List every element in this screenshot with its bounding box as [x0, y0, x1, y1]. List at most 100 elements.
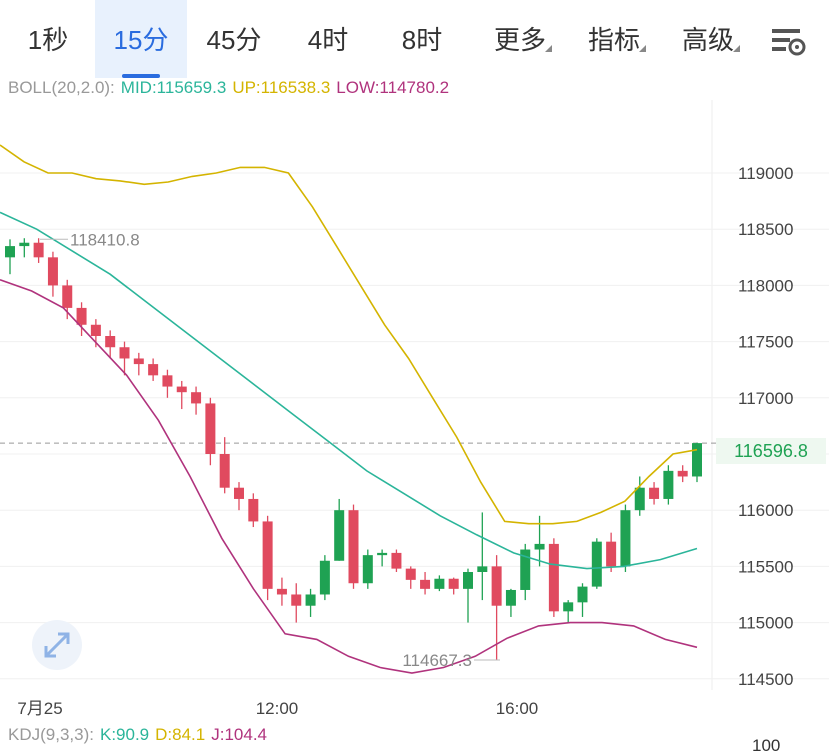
candle-body	[591, 541, 602, 587]
candle-body	[33, 242, 44, 258]
current-price-tag: 116596.8	[716, 438, 826, 464]
boll-name: BOLL(20,2.0):	[8, 78, 115, 97]
candle-body	[19, 242, 30, 247]
dropdown-caret-icon	[545, 45, 552, 52]
expand-chart-button[interactable]	[32, 620, 82, 670]
y-tick-label: 114500	[738, 670, 793, 689]
y-tick-label: 115500	[738, 557, 793, 576]
candlestick-chart[interactable]: 1145001150001155001160001165001170001175…	[0, 100, 829, 725]
candle-body	[276, 588, 287, 595]
boll-legend: BOLL(20,2.0): MID:115659.3 UP:116538.3 LOW:…	[8, 78, 455, 98]
candle-body	[162, 375, 173, 387]
tab-label: 4时	[307, 25, 349, 55]
kdj-d: D:84.1	[155, 725, 206, 744]
expand-arrows-icon	[44, 632, 70, 658]
candle-body	[133, 358, 144, 365]
tab-indicators[interactable]: 指标	[584, 0, 646, 78]
boll-low: LOW:114780.2	[336, 78, 450, 97]
kdj-j: J:104.4	[211, 725, 267, 744]
candle-body	[520, 549, 531, 590]
candle-body	[505, 589, 516, 606]
tab-15m[interactable]: 15分	[95, 0, 187, 78]
chart-settings-button[interactable]	[766, 20, 810, 60]
candle-body	[548, 543, 559, 612]
boll-low-line	[0, 279, 698, 674]
candle-body	[677, 470, 688, 477]
candle-body	[334, 510, 345, 561]
candle-body	[105, 336, 116, 348]
candle-body	[248, 498, 259, 522]
candle-body	[262, 521, 273, 589]
candle-body	[291, 594, 302, 606]
candle-body	[692, 443, 702, 477]
candle-body	[634, 487, 645, 511]
candle-body	[62, 285, 73, 308]
candle-body	[434, 578, 445, 589]
boll-up-line	[0, 144, 698, 525]
candle-body	[391, 552, 402, 569]
y-tick-label: 118500	[738, 220, 793, 239]
candle-body	[219, 454, 230, 488]
x-tick-label: 16:00	[496, 699, 539, 718]
candle-body	[90, 324, 101, 336]
candle-body	[5, 246, 15, 258]
dropdown-caret-icon	[639, 45, 646, 52]
candle-body	[491, 566, 502, 606]
kdj-legend: KDJ(9,3,3): K:90.9 D:84.1 J:104.4	[8, 725, 273, 745]
tab-more[interactable]: 更多	[490, 0, 552, 78]
candle-body	[463, 572, 473, 589]
candle-body	[76, 307, 87, 325]
candle-body	[649, 487, 660, 499]
candle-body	[348, 510, 359, 584]
y-tick-label: 117000	[738, 389, 793, 408]
kdj-name: KDJ(9,3,3):	[8, 725, 94, 744]
y-tick-label: 117500	[738, 333, 793, 352]
candle-body	[577, 586, 588, 603]
kdj-axis-label: 100	[752, 736, 781, 755]
tab-8h[interactable]: 8时	[392, 0, 452, 78]
boll-up: UP:116538.3	[232, 78, 331, 97]
tab-label: 1秒	[27, 25, 69, 55]
candle-body	[234, 487, 244, 499]
candle-body	[176, 386, 187, 393]
tab-1s[interactable]: 1秒	[20, 0, 76, 78]
candle-body	[405, 568, 416, 580]
x-tick-label: 12:00	[256, 699, 299, 718]
tab-advanced[interactable]: 高级	[678, 0, 740, 78]
chart-settings-icon	[772, 29, 806, 56]
boll-mid: MID:115659.3	[120, 78, 227, 97]
candle-body	[319, 560, 330, 595]
candle-body	[663, 470, 674, 499]
boll-mid-line	[0, 211, 698, 570]
y-tick-label: 115000	[738, 614, 793, 633]
tab-label: 45分	[206, 25, 262, 55]
tab-4h[interactable]: 4时	[298, 0, 358, 78]
candle-body	[148, 364, 159, 376]
kdj-k: K:90.9	[99, 725, 150, 744]
candle-body	[205, 403, 216, 454]
candle-body	[477, 566, 488, 572]
y-tick-label: 116000	[738, 501, 793, 520]
candle-body	[305, 594, 316, 606]
high-price-annotation: 118410.8	[70, 230, 140, 249]
candle-body	[563, 602, 574, 612]
candle-body	[47, 257, 58, 286]
tab-45m[interactable]: 45分	[198, 0, 270, 78]
candle-body	[534, 543, 545, 550]
y-tick-label: 119000	[738, 164, 793, 183]
tab-label: 15分	[113, 25, 169, 55]
tab-label: 8时	[401, 25, 443, 55]
tab-label: 指标	[587, 25, 640, 55]
candle-body	[448, 578, 459, 589]
dropdown-caret-icon	[733, 45, 740, 52]
tab-label: 更多	[493, 25, 546, 55]
candle-body	[191, 392, 202, 404]
candle-body	[420, 579, 431, 589]
candle-body	[377, 552, 388, 556]
candle-body	[620, 510, 631, 567]
x-tick-label: 7月25	[17, 699, 62, 718]
low-price-annotation: 114667.3	[402, 651, 472, 670]
tab-label: 高级	[681, 25, 734, 55]
candle-body	[119, 347, 130, 359]
candle-body	[362, 555, 373, 584]
